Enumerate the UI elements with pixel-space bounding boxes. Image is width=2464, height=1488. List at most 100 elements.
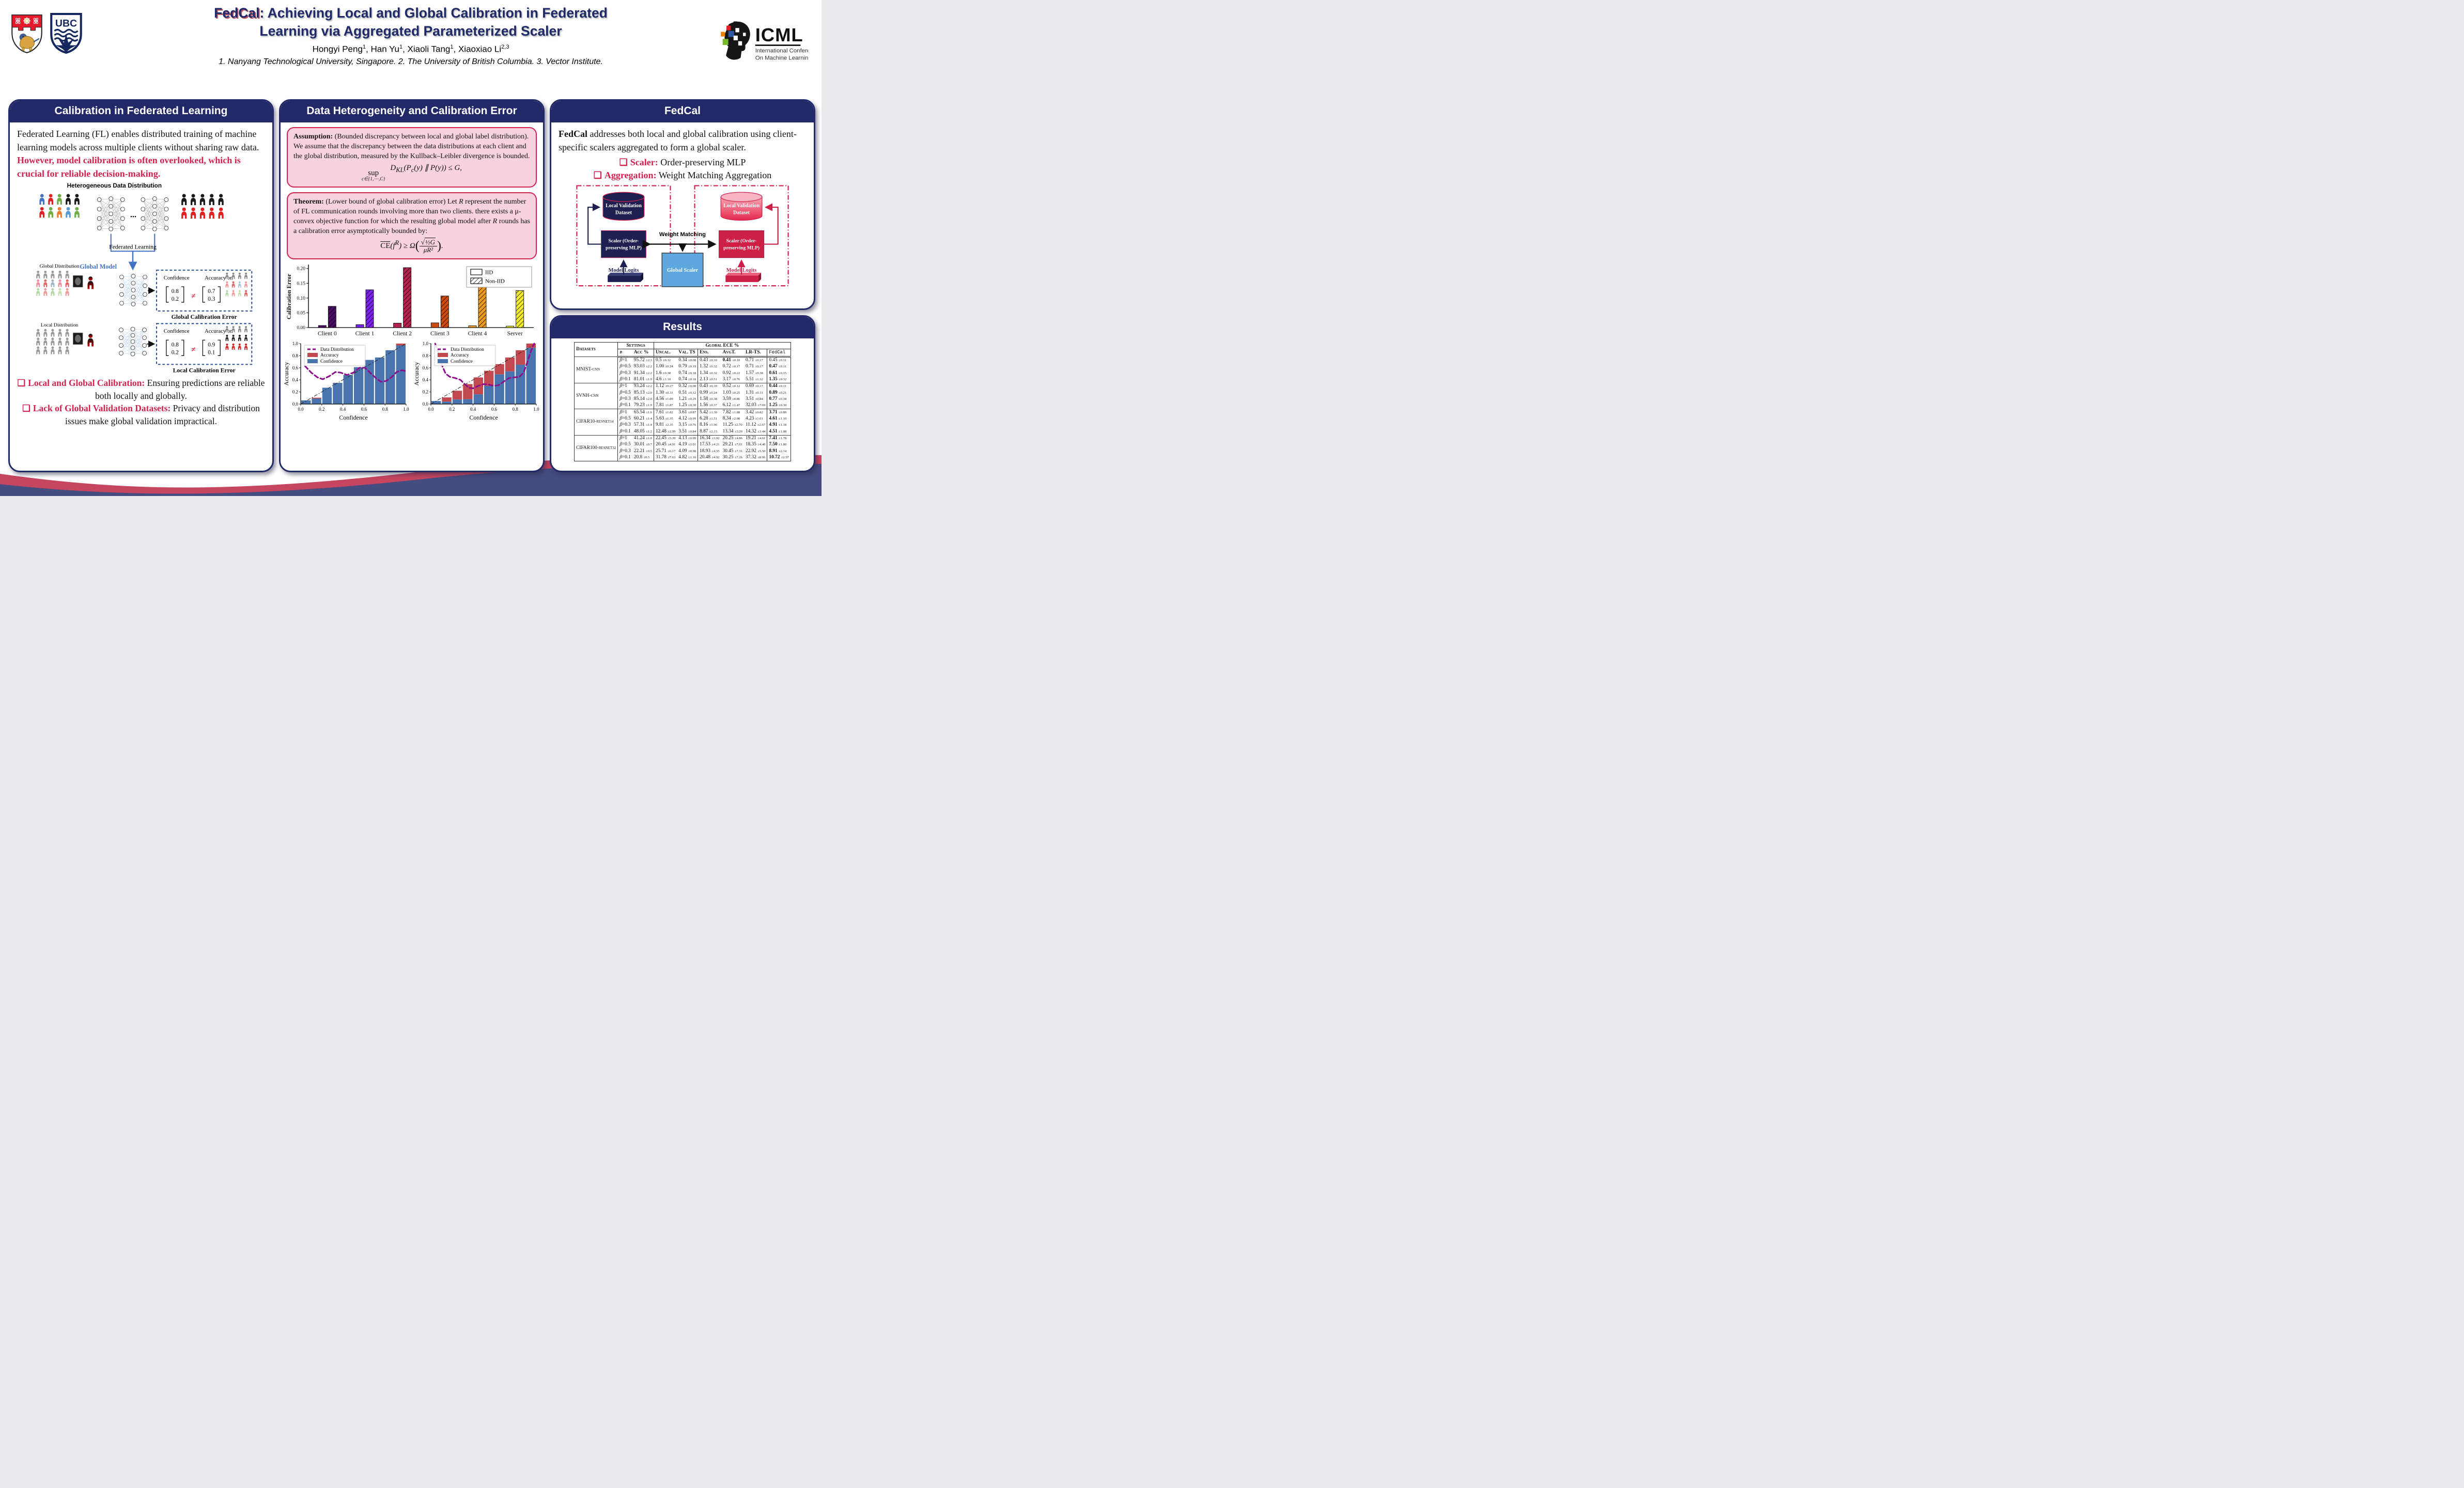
svg-text:1.0: 1.0: [423, 341, 429, 346]
client-network-1-icon: [97, 196, 125, 231]
svg-text:0.15: 0.15: [297, 282, 305, 287]
svg-text:0.0: 0.0: [423, 401, 429, 407]
local-acc-bottom: 0.1: [208, 350, 215, 356]
conf-vec-top: 0.8: [172, 288, 179, 295]
svg-text:0.8: 0.8: [423, 353, 429, 359]
svg-text:0.2: 0.2: [292, 390, 298, 395]
bullet1-head: Local and Global Calibration:: [28, 378, 145, 389]
bullet-icon: ❑: [619, 157, 628, 168]
panel3-title: FedCal: [551, 101, 814, 122]
panel-fedcal: FedCal FedCal addresses both local and g…: [550, 99, 815, 310]
svg-text:Calibration Error: Calibration Error: [286, 274, 292, 319]
assumption-head: Assumption:: [293, 133, 333, 141]
calibration-error-bar-chart: 0.00 0.05 0.10 0.15 0.20 Calibration Error Cli…: [286, 265, 534, 337]
panel1-bullets: ❑ Local and Global Calibration: Ensuring …: [10, 375, 272, 427]
svg-text:Server: Server: [507, 331, 523, 337]
ubc-logo: UBC: [50, 13, 82, 54]
panel1-title: Calibration in Federated Learning: [10, 101, 272, 122]
svg-text:0.6: 0.6: [423, 365, 429, 370]
affiliations: 1. Nanyang Technological University, Sin…: [219, 57, 603, 66]
ntu-lion: [19, 34, 40, 51]
svg-text:0.0: 0.0: [428, 407, 434, 412]
global-acc-top: 0.7: [208, 288, 215, 295]
fig-accuracy-on-label-global: Accuracy on: [205, 275, 233, 281]
panel3-para-rest: addresses both local and global calibrat…: [559, 129, 797, 152]
svg-text:0.20: 0.20: [297, 267, 305, 272]
client-crowd-left: [39, 194, 80, 218]
scaler-right: Scaler (Order- preserving MLP): [719, 230, 764, 258]
svg-text:1.0: 1.0: [533, 407, 539, 412]
conf-vec-bottom: 0.2: [172, 296, 179, 302]
authors: Hongyi Peng1, Han Yu1, Xiaoli Tang1, Xia…: [312, 43, 509, 54]
fig-ellipsis: ...: [130, 211, 136, 220]
svg-text:0.4: 0.4: [423, 378, 429, 383]
scaler-head: Scaler:: [630, 157, 658, 168]
svg-text:0.05: 0.05: [297, 311, 305, 316]
bullet2-head: Lack of Global Validation Datasets:: [33, 403, 171, 414]
client-crowd-right: [181, 194, 224, 219]
theorem-head: Theorem:: [293, 197, 324, 206]
fig-accuracy-on-label-local: Accuracy on: [205, 328, 233, 334]
fig-global-caption: Global Calibration Error: [172, 314, 237, 320]
svg-text:Scaler (Order-: Scaler (Order-: [609, 238, 639, 244]
icml-line2: On Machine Learning: [755, 55, 808, 61]
title-fedcal: FedCal: [214, 5, 260, 21]
global-scaler-box: Global Scaler: [661, 253, 704, 288]
panel3-intro: FedCal addresses both local and global c…: [551, 122, 814, 154]
icml-line1: International Conference: [755, 48, 808, 54]
poster-header: UBC FedCal: Achieving Local and Global C…: [0, 0, 822, 98]
svg-text:Confidence: Confidence: [469, 414, 498, 421]
svg-text:Accuracy: Accuracy: [414, 362, 420, 386]
svg-text:Local Validation: Local Validation: [606, 204, 642, 209]
svg-text:0.2: 0.2: [423, 390, 428, 395]
panel-results: Results Datasets Settings Global ECE % β Acc…: [550, 315, 815, 472]
ubc-text: UBC: [55, 18, 77, 29]
icml-acronym: ICML: [755, 24, 803, 45]
svg-text:Global Scaler: Global Scaler: [667, 268, 699, 273]
bullet1-rest: Ensuring predictions are reliable both l…: [95, 378, 265, 401]
fig-confidence-label-global: Confidence: [164, 275, 190, 281]
local-distribution-crowd: [36, 329, 69, 354]
assumption-body: (Bounded discrepancy between local and g…: [293, 133, 530, 161]
title-line2: Learning via Aggregated Parameterized Sc…: [259, 23, 562, 39]
svg-text:Client 3: Client 3: [430, 331, 450, 337]
svg-text:0.2: 0.2: [319, 407, 324, 412]
reliability-diagram-left: 0.00.0 0.2 0.2 0.4 0.4 0.6 0.6 0.8 0.8 1.0 1.0 Conf…: [284, 341, 409, 421]
conf-vec-top-local: 0.8: [172, 342, 179, 348]
svg-text:Local Validation: Local Validation: [723, 204, 760, 209]
panel1-para1: Federated Learning (FL) enables distribu…: [17, 129, 259, 152]
global-acc-bottom: 0.3: [208, 296, 215, 302]
svg-text:0.10: 0.10: [297, 296, 305, 301]
conf-vec-bottom-local: 0.2: [172, 350, 179, 356]
svg-text:Client 1: Client 1: [355, 331, 375, 337]
svg-text:Client 0: Client 0: [318, 331, 337, 337]
svg-text:0.6: 0.6: [491, 407, 498, 412]
panel-calibration-in-fl: Calibration in Federated Learning Federa…: [8, 99, 274, 472]
icml-logo: ICML International Conference On Machine…: [721, 21, 808, 61]
title-rest: : Achieving Local and Global Calibration…: [259, 5, 608, 21]
neq-icon-global: ≠: [191, 292, 195, 301]
svg-text:Client 2: Client 2: [393, 331, 412, 337]
svg-text:Confidence: Confidence: [320, 359, 343, 364]
assumption-formula: sup c∈{1,⋯,C} DKL(Pc(y) ∥ P(y)) ≤ G,: [361, 164, 462, 182]
fig-local-caption: Local Calibration Error: [173, 367, 236, 374]
client-network-2-icon: [141, 196, 169, 231]
panel1-para2: However, model calibration is often over…: [17, 155, 241, 179]
svg-text:0.0: 0.0: [298, 407, 304, 412]
model-logits-right-icon: [725, 273, 762, 283]
svg-text:Accuracy: Accuracy: [320, 353, 339, 358]
svg-text:0.00: 0.00: [297, 326, 305, 331]
svg-text:1.0: 1.0: [292, 341, 299, 346]
patient-icon-local: [87, 334, 94, 347]
bullet-icon: ❑: [593, 170, 602, 181]
global-model-network-icon: [119, 274, 147, 307]
svg-text:0.6: 0.6: [292, 365, 299, 370]
patient-icon-global: [87, 276, 94, 289]
local-calibration-box: Confidence Accuracy on 0.8 0.2 ≠ 0.9 0.1: [156, 323, 253, 365]
results-title: Results: [551, 317, 814, 338]
fig-global-distribution-label: Global Distribution: [40, 264, 80, 269]
svg-text:Data Distribution: Data Distribution: [320, 347, 354, 352]
svg-text:Client 4: Client 4: [468, 331, 487, 337]
fig-confidence-label-local: Confidence: [164, 328, 190, 334]
bullet-icon: ❑: [17, 378, 26, 389]
